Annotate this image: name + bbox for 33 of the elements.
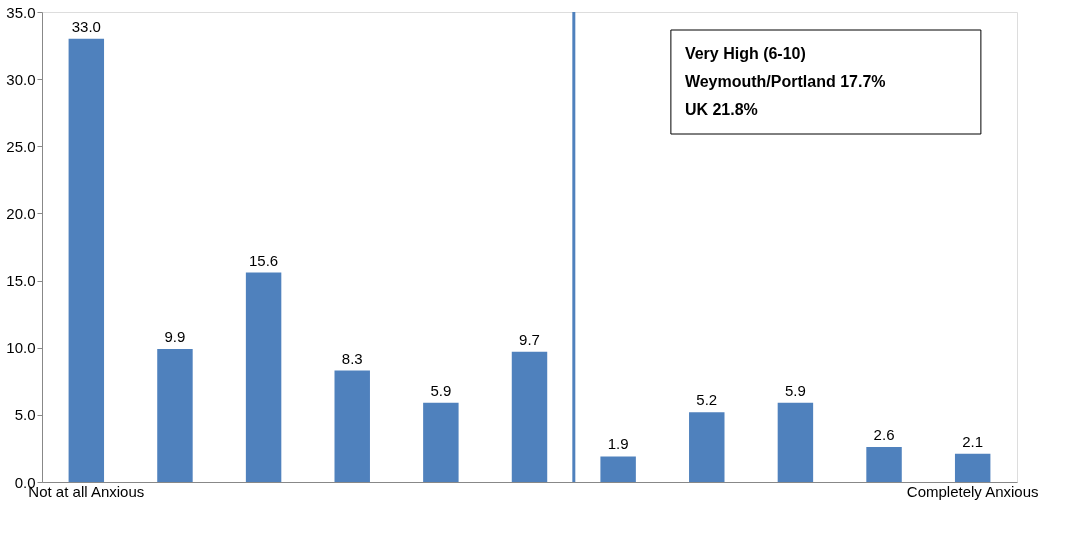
data-label: 8.3	[341, 349, 363, 367]
y-tick-label: 20.0	[6, 204, 36, 222]
data-label: 33.0	[71, 17, 101, 35]
bar	[245, 272, 282, 482]
data-label: 9.7	[519, 330, 540, 348]
y-tick-label: 25.0	[6, 137, 36, 155]
data-label: 9.9	[164, 328, 186, 346]
annotation: Very High (6-10)	[684, 45, 806, 62]
data-label: 1.9	[607, 435, 629, 453]
data-label: 15.6	[248, 251, 279, 269]
bar	[777, 402, 814, 482]
bar	[866, 447, 902, 482]
data-label: 5.9	[784, 381, 806, 399]
bar	[423, 402, 459, 482]
y-tick-label: 10.0	[6, 339, 36, 357]
y-tick-label: 5.0	[14, 406, 36, 424]
y-tick-label: 15.0	[6, 272, 36, 290]
bar	[954, 453, 991, 482]
data-label: 5.2	[696, 391, 718, 409]
annotation: UK 21.8%	[684, 101, 758, 118]
y-tick-label: 30.0	[6, 70, 36, 88]
x-tick-label: Completely Anxious	[906, 482, 1039, 500]
annotation: Weymouth/Portland 17.7%	[684, 73, 886, 90]
bar	[689, 412, 725, 482]
data-label: 2.1	[962, 432, 984, 450]
bar	[157, 349, 193, 482]
data-label: 2.6	[873, 426, 895, 444]
bar	[600, 456, 636, 482]
y-tick-label: 35.0	[6, 3, 36, 21]
bar	[511, 351, 548, 482]
bar	[68, 38, 105, 482]
data-label: 5.9	[430, 381, 452, 399]
bar	[334, 370, 370, 482]
